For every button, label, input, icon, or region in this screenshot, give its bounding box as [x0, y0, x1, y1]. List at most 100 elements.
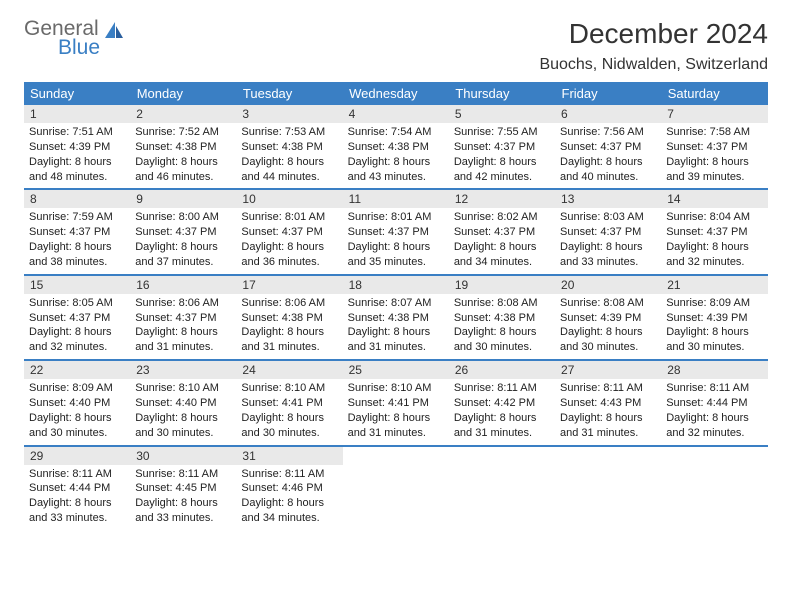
day-data: Sunrise: 8:09 AMSunset: 4:40 PMDaylight:…: [24, 379, 130, 444]
day-number: 23: [130, 361, 236, 379]
calendar-cell: 24Sunrise: 8:10 AMSunset: 4:41 PMDayligh…: [236, 360, 342, 445]
day-number: 18: [343, 276, 449, 294]
weekday-header: Monday: [130, 82, 236, 105]
day-data: Sunrise: 7:55 AMSunset: 4:37 PMDaylight:…: [449, 123, 555, 188]
calendar-cell: 28Sunrise: 8:11 AMSunset: 4:44 PMDayligh…: [661, 360, 767, 445]
day-data: Sunrise: 8:11 AMSunset: 4:44 PMDaylight:…: [24, 465, 130, 530]
calendar-cell: 18Sunrise: 8:07 AMSunset: 4:38 PMDayligh…: [343, 275, 449, 360]
day-data: Sunrise: 7:51 AMSunset: 4:39 PMDaylight:…: [24, 123, 130, 188]
day-number: 2: [130, 105, 236, 123]
calendar-row: 15Sunrise: 8:05 AMSunset: 4:37 PMDayligh…: [24, 275, 768, 360]
day-data: Sunrise: 8:10 AMSunset: 4:41 PMDaylight:…: [236, 379, 342, 444]
weekday-header: Wednesday: [343, 82, 449, 105]
calendar-row: 29Sunrise: 8:11 AMSunset: 4:44 PMDayligh…: [24, 446, 768, 530]
day-number: 5: [449, 105, 555, 123]
calendar-cell: 21Sunrise: 8:09 AMSunset: 4:39 PMDayligh…: [661, 275, 767, 360]
day-data: Sunrise: 7:56 AMSunset: 4:37 PMDaylight:…: [555, 123, 661, 188]
day-number: 8: [24, 190, 130, 208]
weekday-header: Thursday: [449, 82, 555, 105]
calendar-cell: 19Sunrise: 8:08 AMSunset: 4:38 PMDayligh…: [449, 275, 555, 360]
day-number: 30: [130, 447, 236, 465]
day-data: Sunrise: 7:53 AMSunset: 4:38 PMDaylight:…: [236, 123, 342, 188]
day-data: Sunrise: 7:58 AMSunset: 4:37 PMDaylight:…: [661, 123, 767, 188]
day-data: Sunrise: 8:11 AMSunset: 4:43 PMDaylight:…: [555, 379, 661, 444]
weekday-header: Sunday: [24, 82, 130, 105]
day-data: Sunrise: 8:06 AMSunset: 4:38 PMDaylight:…: [236, 294, 342, 359]
calendar-cell: 23Sunrise: 8:10 AMSunset: 4:40 PMDayligh…: [130, 360, 236, 445]
day-number: 25: [343, 361, 449, 379]
location: Buochs, Nidwalden, Switzerland: [539, 56, 768, 74]
calendar-cell: 20Sunrise: 8:08 AMSunset: 4:39 PMDayligh…: [555, 275, 661, 360]
day-number: 20: [555, 276, 661, 294]
day-data: Sunrise: 8:02 AMSunset: 4:37 PMDaylight:…: [449, 208, 555, 273]
day-number: 24: [236, 361, 342, 379]
day-data: Sunrise: 8:01 AMSunset: 4:37 PMDaylight:…: [236, 208, 342, 273]
day-number: 21: [661, 276, 767, 294]
day-data: Sunrise: 8:11 AMSunset: 4:45 PMDaylight:…: [130, 465, 236, 530]
day-number: 9: [130, 190, 236, 208]
day-data: Sunrise: 8:11 AMSunset: 4:44 PMDaylight:…: [661, 379, 767, 444]
weekday-header: Saturday: [661, 82, 767, 105]
calendar-cell: 7Sunrise: 7:58 AMSunset: 4:37 PMDaylight…: [661, 105, 767, 189]
day-data: Sunrise: 7:52 AMSunset: 4:38 PMDaylight:…: [130, 123, 236, 188]
calendar-cell: 29Sunrise: 8:11 AMSunset: 4:44 PMDayligh…: [24, 446, 130, 530]
day-number: 10: [236, 190, 342, 208]
weekday-header: Friday: [555, 82, 661, 105]
month-title: December 2024: [539, 18, 768, 50]
day-number: 19: [449, 276, 555, 294]
day-number: 26: [449, 361, 555, 379]
calendar-cell: 15Sunrise: 8:05 AMSunset: 4:37 PMDayligh…: [24, 275, 130, 360]
calendar-cell: 6Sunrise: 7:56 AMSunset: 4:37 PMDaylight…: [555, 105, 661, 189]
day-data: Sunrise: 8:10 AMSunset: 4:41 PMDaylight:…: [343, 379, 449, 444]
calendar-header-row: SundayMondayTuesdayWednesdayThursdayFrid…: [24, 82, 768, 105]
logo-word-blue: Blue: [58, 37, 100, 58]
calendar-cell: 26Sunrise: 8:11 AMSunset: 4:42 PMDayligh…: [449, 360, 555, 445]
day-number: 6: [555, 105, 661, 123]
logo: General Blue: [24, 18, 125, 58]
calendar-cell: 17Sunrise: 8:06 AMSunset: 4:38 PMDayligh…: [236, 275, 342, 360]
day-data: Sunrise: 8:11 AMSunset: 4:46 PMDaylight:…: [236, 465, 342, 530]
day-data: Sunrise: 8:10 AMSunset: 4:40 PMDaylight:…: [130, 379, 236, 444]
calendar-cell: 11Sunrise: 8:01 AMSunset: 4:37 PMDayligh…: [343, 189, 449, 274]
day-number: 13: [555, 190, 661, 208]
day-number: 15: [24, 276, 130, 294]
calendar-row: 8Sunrise: 7:59 AMSunset: 4:37 PMDaylight…: [24, 189, 768, 274]
calendar-cell: ..: [449, 446, 555, 530]
calendar-cell: 14Sunrise: 8:04 AMSunset: 4:37 PMDayligh…: [661, 189, 767, 274]
day-number: 3: [236, 105, 342, 123]
title-block: December 2024 Buochs, Nidwalden, Switzer…: [539, 18, 768, 74]
day-data: Sunrise: 8:03 AMSunset: 4:37 PMDaylight:…: [555, 208, 661, 273]
calendar-cell: 16Sunrise: 8:06 AMSunset: 4:37 PMDayligh…: [130, 275, 236, 360]
page: General Blue December 2024 Buochs, Nidwa…: [0, 0, 792, 548]
calendar-cell: 10Sunrise: 8:01 AMSunset: 4:37 PMDayligh…: [236, 189, 342, 274]
day-data: Sunrise: 7:54 AMSunset: 4:38 PMDaylight:…: [343, 123, 449, 188]
sail-icon: [103, 20, 125, 47]
calendar-row: 1Sunrise: 7:51 AMSunset: 4:39 PMDaylight…: [24, 105, 768, 189]
day-data: Sunrise: 8:01 AMSunset: 4:37 PMDaylight:…: [343, 208, 449, 273]
calendar-cell: 27Sunrise: 8:11 AMSunset: 4:43 PMDayligh…: [555, 360, 661, 445]
header: General Blue December 2024 Buochs, Nidwa…: [24, 18, 768, 74]
calendar-cell: 8Sunrise: 7:59 AMSunset: 4:37 PMDaylight…: [24, 189, 130, 274]
calendar-cell: 4Sunrise: 7:54 AMSunset: 4:38 PMDaylight…: [343, 105, 449, 189]
calendar-cell: ..: [343, 446, 449, 530]
calendar-cell: 2Sunrise: 7:52 AMSunset: 4:38 PMDaylight…: [130, 105, 236, 189]
day-number: 14: [661, 190, 767, 208]
day-data: Sunrise: 8:06 AMSunset: 4:37 PMDaylight:…: [130, 294, 236, 359]
logo-text: General Blue: [24, 18, 100, 58]
calendar-cell: 22Sunrise: 8:09 AMSunset: 4:40 PMDayligh…: [24, 360, 130, 445]
day-data: Sunrise: 8:11 AMSunset: 4:42 PMDaylight:…: [449, 379, 555, 444]
calendar-cell: ..: [555, 446, 661, 530]
day-data: Sunrise: 8:00 AMSunset: 4:37 PMDaylight:…: [130, 208, 236, 273]
calendar-cell: 5Sunrise: 7:55 AMSunset: 4:37 PMDaylight…: [449, 105, 555, 189]
day-data: Sunrise: 8:04 AMSunset: 4:37 PMDaylight:…: [661, 208, 767, 273]
day-number: 22: [24, 361, 130, 379]
day-number: 12: [449, 190, 555, 208]
day-data: Sunrise: 8:09 AMSunset: 4:39 PMDaylight:…: [661, 294, 767, 359]
day-number: 28: [661, 361, 767, 379]
calendar-cell: 25Sunrise: 8:10 AMSunset: 4:41 PMDayligh…: [343, 360, 449, 445]
day-number: 17: [236, 276, 342, 294]
weekday-header: Tuesday: [236, 82, 342, 105]
calendar-cell: 1Sunrise: 7:51 AMSunset: 4:39 PMDaylight…: [24, 105, 130, 189]
day-number: 1: [24, 105, 130, 123]
calendar-cell: ..: [661, 446, 767, 530]
